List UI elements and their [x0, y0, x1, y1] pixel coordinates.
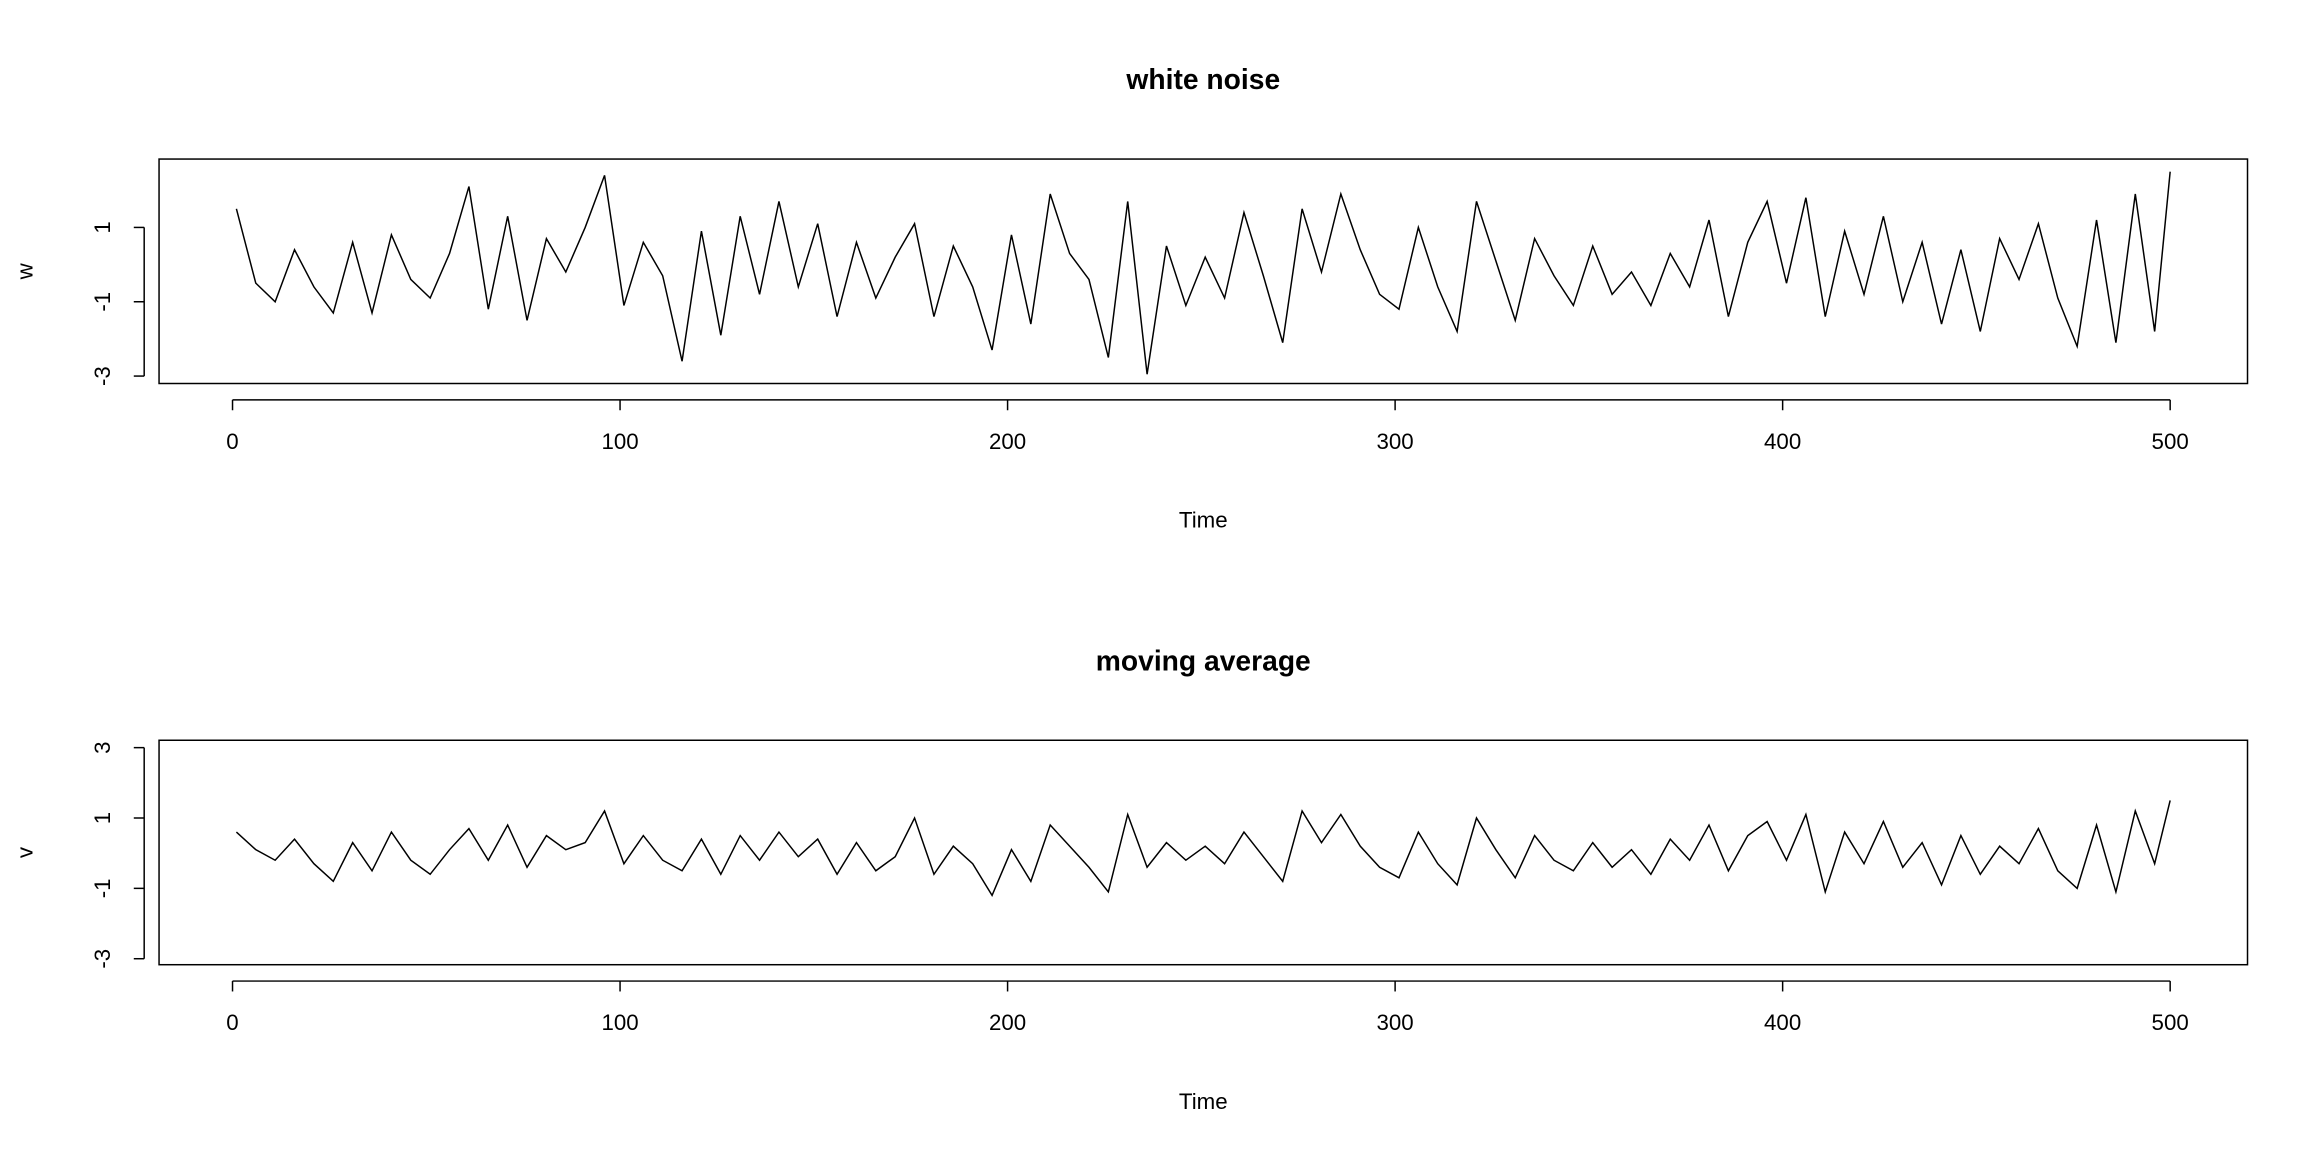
series-line: [235, 800, 2171, 898]
x-tick-label: 100: [601, 429, 638, 454]
y-tick-label: 3: [90, 741, 115, 753]
x-tick-label: 400: [1764, 429, 1801, 454]
y-axis-label: v: [13, 846, 38, 858]
chart-title: white noise: [1125, 63, 1280, 95]
x-tick-label: 0: [226, 429, 238, 454]
x-tick-label: 300: [1377, 429, 1414, 454]
x-tick-label: 400: [1764, 1010, 1801, 1035]
y-tick-label: 1: [90, 812, 115, 824]
y-tick-label: 1: [90, 221, 115, 233]
x-tick-label: 200: [989, 1010, 1026, 1035]
chart-title: moving average: [1096, 644, 1311, 676]
y-tick-label: -3: [90, 949, 115, 969]
series-line: [235, 171, 2171, 375]
x-tick-label: 500: [2152, 429, 2189, 454]
x-tick-label: 500: [2152, 1010, 2189, 1035]
x-tick-label: 100: [601, 1010, 638, 1035]
y-tick-label: -1: [90, 292, 115, 312]
x-axis-label: Time: [1179, 508, 1228, 533]
x-tick-label: 200: [989, 429, 1026, 454]
plot-box: [158, 158, 2249, 385]
plot-box: [158, 739, 2249, 966]
y-tick-label: -1: [90, 878, 115, 898]
x-axis-label: Time: [1179, 1089, 1228, 1114]
x-tick-label: 300: [1377, 1010, 1414, 1035]
y-axis-label: w: [13, 262, 38, 280]
y-tick-label: -3: [90, 366, 115, 386]
x-tick-label: 0: [226, 1010, 238, 1035]
